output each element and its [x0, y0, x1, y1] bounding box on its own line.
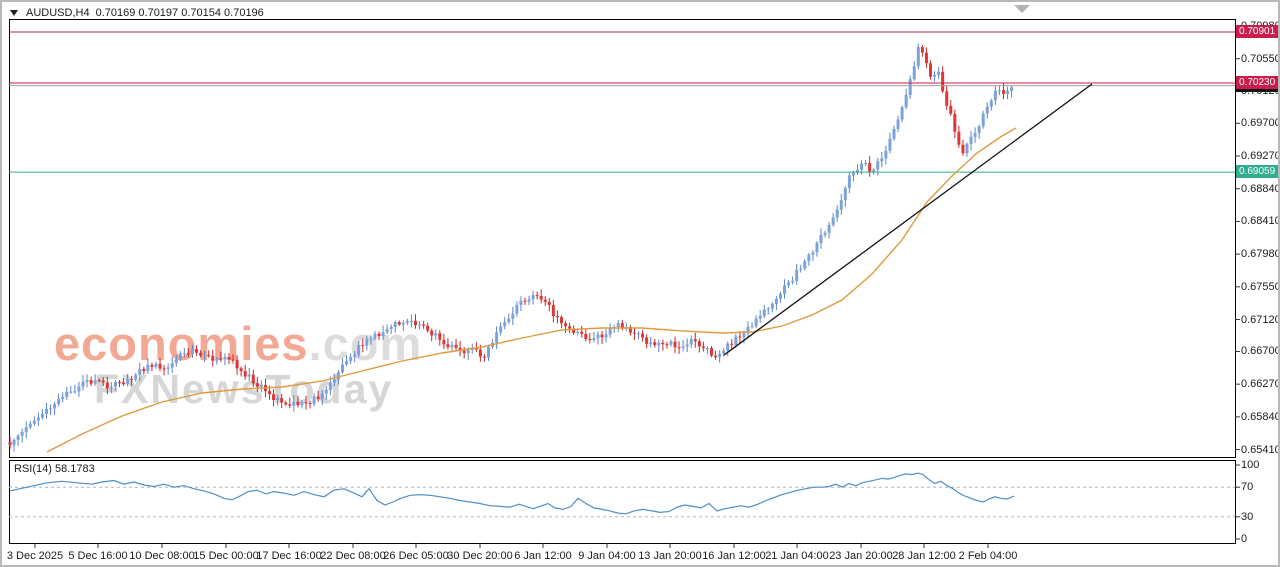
time-axis-ticks	[34, 543, 989, 548]
symbol-period-label: AUDUSD,H4	[26, 7, 90, 19]
rsi-axis-label: 30	[1241, 510, 1254, 523]
rsi-axis-label: 100	[1241, 459, 1260, 471]
time-axis-label: 9 Jan 04:00	[578, 550, 636, 562]
price-axis-label: 0.67120	[1241, 313, 1280, 326]
price-axis-label: 0.66700	[1241, 345, 1280, 358]
time-axis-label: 17 Dec 16:00	[256, 550, 322, 562]
time-axis-label: 26 Dec 05:00	[383, 550, 449, 562]
price-axis-label: 0.66270	[1241, 378, 1280, 391]
time-axis-label: 22 Dec 08:00	[320, 550, 386, 562]
price-axis-label: 0.65410	[1241, 443, 1280, 456]
time-axis-label: 21 Jan 04:00	[765, 550, 829, 562]
price-axis-label: 0.68410	[1241, 215, 1280, 228]
price-axis-label: 0.69700	[1241, 117, 1280, 130]
resistance-price-box: 0.70230	[1236, 76, 1278, 90]
rsi-panel-frame	[9, 460, 1236, 544]
rsi-indicator-label: RSI(14) 58.1783	[14, 463, 95, 475]
rsi-axis-label: 0	[1241, 533, 1248, 545]
candlestick-series[interactable]	[8, 43, 1014, 452]
time-axis-label: 10 Dec 08:00	[129, 550, 195, 562]
symbol-dropdown-icon[interactable]	[10, 10, 18, 16]
chart-header: AUDUSD,H4 0.70169 0.70197 0.70154 0.7019…	[10, 6, 264, 20]
main-chart-frame	[9, 19, 1236, 458]
time-axis-label: 3 Dec 2025	[6, 550, 64, 562]
ohlc-quote: 0.70169 0.70197 0.70154 0.70196	[95, 7, 264, 19]
watermark: economies.com FXNewsToday	[54, 320, 422, 410]
time-axis-label: 15 Dec 00:00	[193, 550, 259, 562]
price-axis-label: 0.67550	[1241, 280, 1280, 293]
time-axis-label: 6 Jan 12:00	[514, 550, 572, 562]
rsi-axis-label: 70	[1241, 481, 1254, 494]
price-axis-label: 0.70550	[1241, 52, 1280, 65]
watermark-suffix: .com	[308, 317, 423, 370]
price-axis-label: 0.67980	[1241, 248, 1280, 261]
moving-average-line[interactable]	[46, 127, 1017, 453]
resistance-price-box: 0.70901	[1236, 25, 1278, 38]
chart-shift-icon[interactable]	[1014, 5, 1030, 13]
time-axis-label: 2 Feb 04:00	[958, 550, 1018, 562]
price-axis-label: 0.69270	[1241, 150, 1280, 163]
time-axis-label: 5 Dec 16:00	[68, 550, 128, 562]
time-axis-label: 13 Jan 20:00	[638, 550, 702, 562]
time-axis-label: 28 Jan 12:00	[892, 550, 956, 562]
time-axis-label: 30 Dec 20:00	[447, 550, 513, 562]
price-axis-label: 0.68840	[1241, 182, 1280, 195]
support-price-box: 0.69059	[1236, 165, 1278, 179]
time-axis-label: 23 Jan 20:00	[829, 550, 893, 562]
price-axis-label: 0.65840	[1241, 410, 1280, 423]
trendline[interactable]	[723, 83, 1093, 356]
rsi-line[interactable]	[9, 472, 1015, 515]
time-axis-label: 16 Jan 12:00	[702, 550, 766, 562]
